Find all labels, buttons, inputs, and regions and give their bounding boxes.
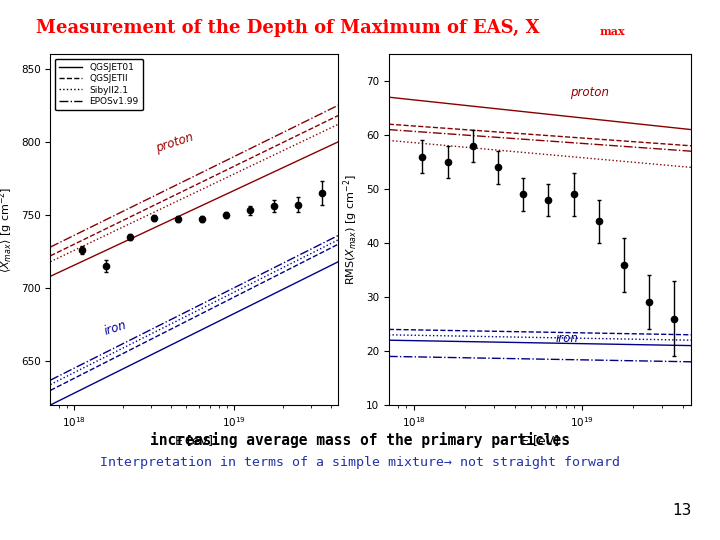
Text: max: max (600, 26, 626, 37)
Text: Measurement of the Depth of Maximum of EAS, X: Measurement of the Depth of Maximum of E… (36, 19, 539, 37)
Legend: QGSJET01, QGSJETII, Sibyll2.1, EPOSv1.99: QGSJET01, QGSJETII, Sibyll2.1, EPOSv1.99 (55, 58, 143, 110)
Text: increasing average mass of the primary particles: increasing average mass of the primary p… (150, 432, 570, 448)
Y-axis label: RMS($X_{max}$) [g cm$^{-2}$]: RMS($X_{max}$) [g cm$^{-2}$] (342, 174, 361, 285)
Text: iron: iron (555, 332, 578, 345)
Y-axis label: $\langle X_{max}\rangle$ [g cm$^{-2}$]: $\langle X_{max}\rangle$ [g cm$^{-2}$] (0, 186, 15, 273)
X-axis label: E [eV]: E [eV] (176, 434, 213, 447)
Text: proton: proton (154, 131, 195, 156)
Text: Interpretation in terms of a simple mixture→ not straight forward: Interpretation in terms of a simple mixt… (100, 456, 620, 469)
Text: iron: iron (102, 319, 128, 338)
Text: 13: 13 (672, 503, 691, 518)
Text: proton: proton (570, 86, 609, 99)
X-axis label: E [eV]: E [eV] (521, 434, 559, 447)
